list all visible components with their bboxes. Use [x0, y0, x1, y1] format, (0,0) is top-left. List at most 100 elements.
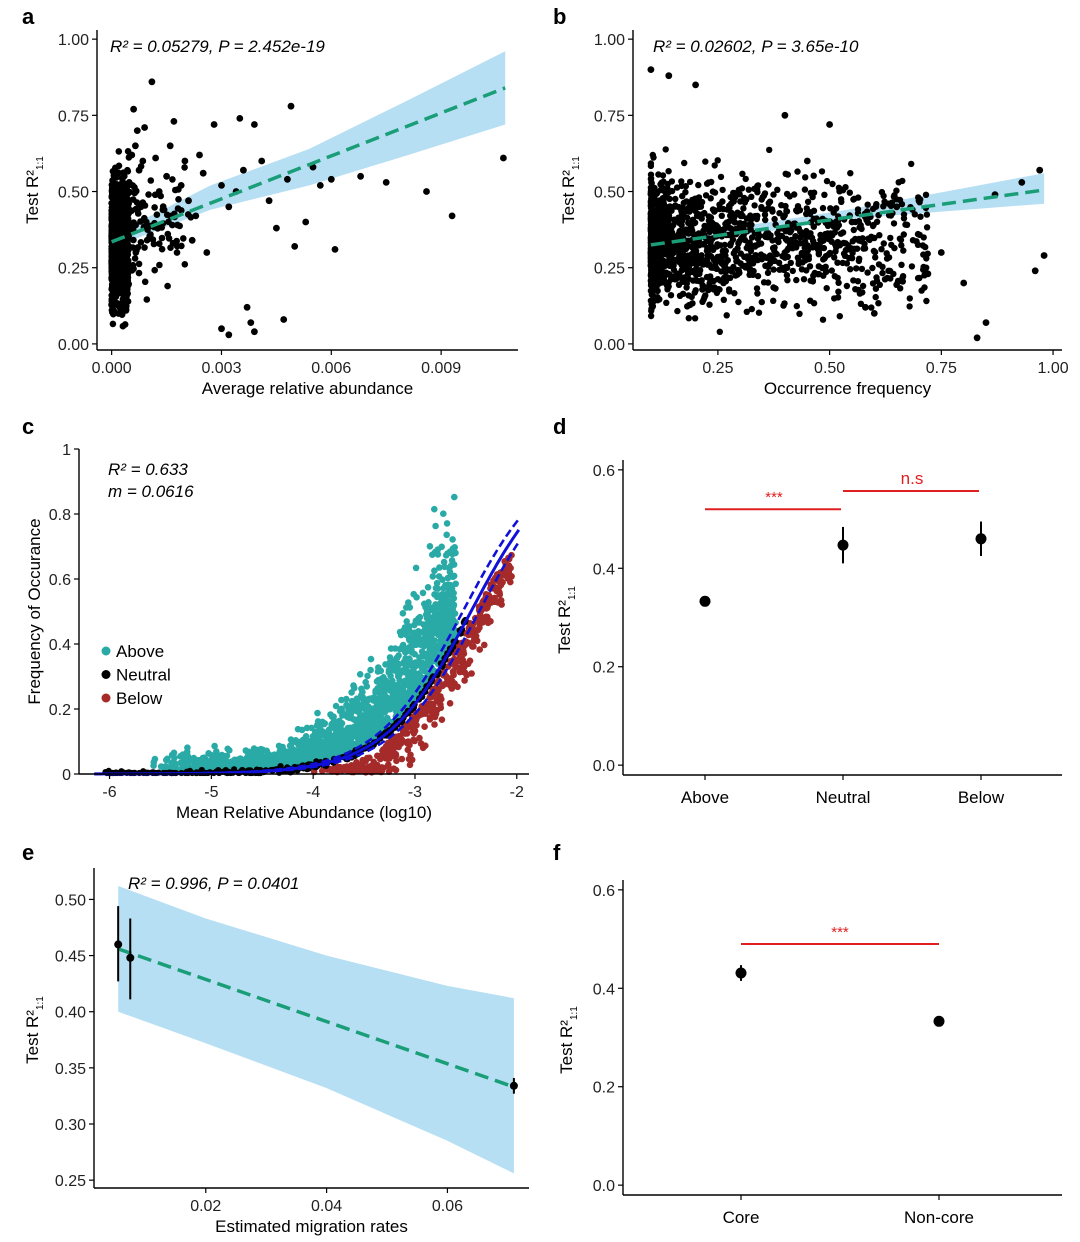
panel-c-below-point [496, 589, 503, 596]
panel-c-above-point [249, 752, 256, 760]
panel-c-above-point [250, 745, 258, 752]
panel-c-above-point [150, 762, 157, 769]
panel-b-point [747, 259, 754, 266]
panel-b-point [864, 269, 871, 276]
panel-b-point [650, 154, 657, 161]
panel-b-point [648, 180, 655, 187]
panel-c-above-point [162, 763, 170, 770]
panel-b-point [720, 296, 727, 303]
panel-b-point [753, 285, 761, 292]
panel-c-above-point [281, 747, 288, 755]
panel-a-point [147, 177, 155, 184]
panel-a-point [243, 303, 251, 311]
panel-b-point [801, 186, 809, 193]
panel-b-point [733, 258, 740, 265]
panel-c-above-point [396, 628, 404, 636]
panel-b-point [917, 213, 924, 220]
panel-b-point [647, 175, 655, 182]
panel-b-point [725, 266, 733, 273]
panel-b-point [697, 203, 705, 210]
panel-a-point [110, 310, 117, 318]
panel-a-point [169, 239, 177, 247]
panel-c-below-point [411, 727, 419, 735]
panel-a-point [156, 261, 163, 269]
panel-b-point [713, 243, 721, 250]
panel-b-point [1018, 179, 1026, 186]
panel-b-point [789, 267, 796, 275]
panel-c-below-point [437, 701, 444, 708]
panel-a-point [185, 197, 192, 205]
panel-b-point [716, 201, 723, 208]
panel-c-above-point [276, 747, 284, 755]
panel-b-point [726, 224, 733, 231]
panel-a-point [500, 154, 507, 162]
panel-c-above-point [294, 725, 302, 733]
panel-b-point [758, 256, 766, 263]
panel-b-point [742, 262, 749, 270]
panel-b-point [665, 72, 673, 80]
panel-c-above-point [305, 745, 313, 752]
panel-c-above-point [413, 661, 421, 669]
panel-c-above-point [449, 573, 457, 581]
panel-a-point [110, 294, 118, 302]
panel-c-above-point [443, 520, 451, 527]
panel-b-point [684, 252, 691, 259]
panel-b-point [727, 212, 734, 219]
panel-b-point [728, 230, 736, 238]
panel-c-above-point [358, 685, 365, 693]
panel-b-point [670, 262, 677, 269]
panel-c-above-point [431, 650, 439, 658]
panel-b-point [665, 270, 672, 277]
panel-b-point [893, 203, 901, 211]
panel-b-point [754, 290, 761, 297]
panel-b-point [685, 302, 693, 309]
panel-b-point [676, 292, 684, 299]
panel-b-point [802, 174, 809, 181]
panel-b-point [739, 170, 746, 177]
panel-c-above-point [359, 694, 367, 701]
panel-b-point [773, 250, 780, 258]
panel-b-point [873, 277, 881, 285]
panel-c-above-point [450, 595, 458, 602]
panel-c-above-point [369, 705, 377, 712]
panel-b-point [704, 244, 711, 252]
panel-b-point [794, 254, 802, 261]
panel-a-point [109, 224, 116, 231]
panel-f-y-tick-label: 0.0 [593, 1178, 615, 1195]
panel-b-point [660, 178, 667, 185]
panel-d-y-tick-label: 0.4 [593, 561, 615, 578]
panel-a-point [112, 230, 120, 238]
panel-b-point [887, 212, 895, 219]
panel-b-point [719, 186, 726, 194]
panel-a-point [115, 148, 123, 155]
panel-a-y-tick-label: 0.50 [58, 185, 89, 202]
panel-c-above-point [307, 739, 314, 747]
panel-c-above-point [429, 573, 437, 580]
panel-a-point [123, 203, 130, 210]
panel-b-point [685, 315, 692, 322]
panel-b-point [750, 267, 757, 275]
panel-b-point [873, 218, 881, 225]
panel-a-point [170, 118, 178, 125]
panel-c-below-point [449, 668, 457, 675]
panel-b-point [686, 178, 694, 186]
panel-b-point [897, 285, 904, 292]
panel-c-above-point [385, 669, 393, 676]
panel-b-point [823, 285, 830, 292]
panel-b-point [769, 255, 776, 262]
panel-c-above-point [332, 725, 339, 732]
panel-b-point [648, 307, 655, 314]
panel-b-point [732, 247, 739, 254]
panel-c-below-point [466, 657, 474, 665]
panel-b-point [809, 191, 816, 198]
panel-b-point [783, 272, 791, 279]
panel-b-point [670, 249, 677, 256]
panel-c-above-point [447, 584, 454, 592]
panel-c-below-point [406, 761, 414, 769]
panel-a-point [203, 249, 211, 256]
panel-b-point [651, 233, 658, 241]
panel-c-above-point [394, 665, 401, 672]
panel-b-point [741, 236, 749, 244]
panel-f-y-tick-label: 0.4 [593, 981, 615, 998]
